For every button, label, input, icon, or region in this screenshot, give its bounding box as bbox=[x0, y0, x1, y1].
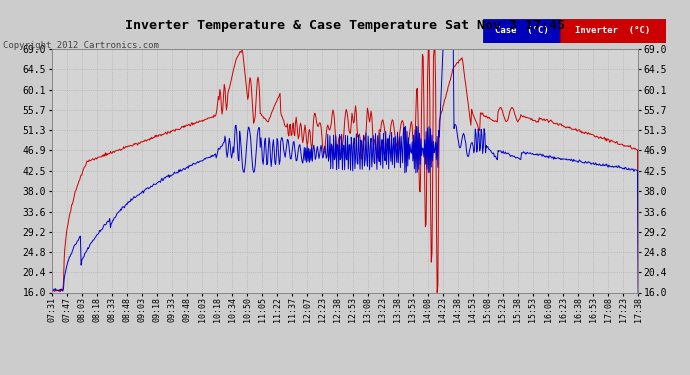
Bar bbox=[560, 19, 666, 43]
Bar bbox=[483, 19, 560, 43]
Text: Case  (°C): Case (°C) bbox=[495, 26, 549, 36]
Text: Inverter  (°C): Inverter (°C) bbox=[575, 26, 651, 36]
Text: Copyright 2012 Cartronics.com: Copyright 2012 Cartronics.com bbox=[3, 41, 159, 50]
Text: Inverter Temperature & Case Temperature Sat Nov 3 17:45: Inverter Temperature & Case Temperature … bbox=[125, 19, 565, 32]
